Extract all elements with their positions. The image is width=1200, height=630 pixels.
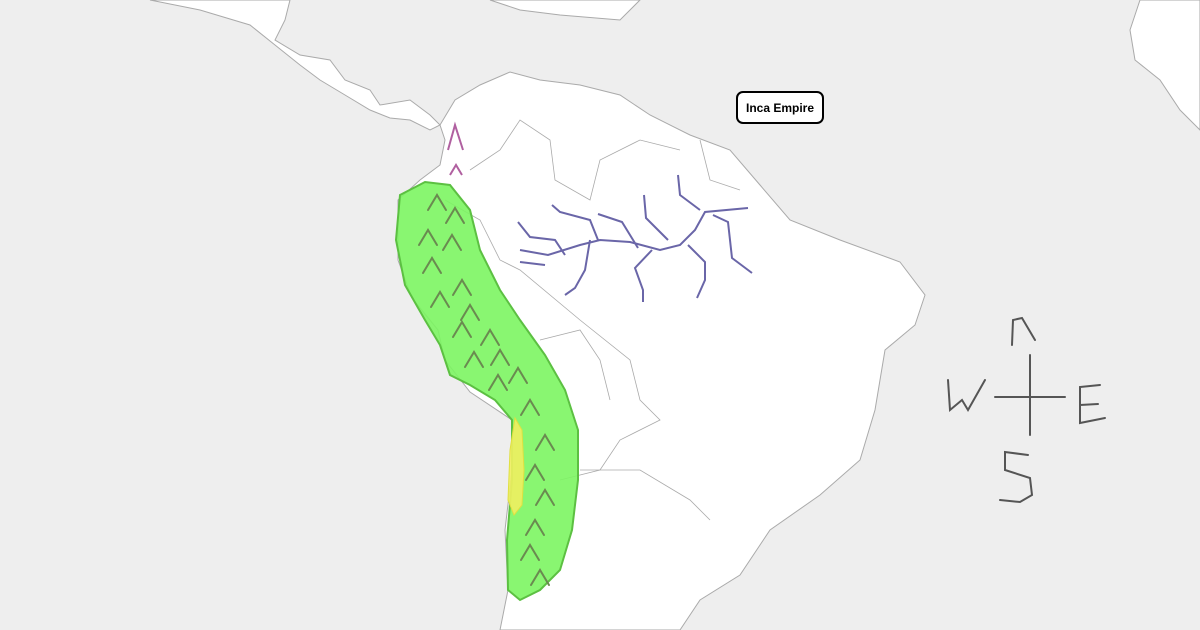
river-line	[517, 221, 566, 256]
river-line	[687, 244, 706, 299]
compass-e-glyph	[1079, 384, 1106, 425]
river-line	[519, 261, 546, 266]
mountain-icon	[422, 256, 442, 274]
northern-mountains	[447, 121, 464, 176]
mountain-icon	[535, 433, 555, 451]
rivers	[517, 174, 753, 302]
mountain-icon	[525, 518, 545, 536]
central-america	[149, 0, 441, 131]
inca-empire-region[interactable]	[394, 180, 579, 602]
mountain-icon	[525, 463, 545, 481]
river-line	[643, 194, 669, 241]
mountain-icon	[535, 488, 555, 506]
mountain-icon	[427, 193, 447, 211]
river-line	[712, 214, 753, 274]
mountain-icon	[418, 228, 438, 246]
mountain-icon	[490, 348, 510, 366]
mountain-icon	[430, 290, 450, 308]
mountain-icons	[418, 193, 555, 586]
inca-empire-label: Inca Empire	[736, 91, 824, 124]
caribbean-island	[1129, 0, 1200, 131]
river-line	[597, 213, 639, 249]
mountain-icon	[464, 350, 484, 368]
mountain-icon	[488, 373, 508, 391]
compass-s-glyph	[999, 450, 1034, 504]
highlight-region[interactable]	[507, 416, 525, 516]
mountain-icon	[442, 233, 462, 251]
river-line	[677, 174, 701, 211]
compass-n-glyph	[1011, 316, 1036, 346]
mountain-icon	[452, 278, 472, 296]
mountain-icon	[520, 543, 540, 561]
mountain-icon	[480, 328, 500, 346]
mountain-icon	[445, 206, 465, 224]
country-borders	[444, 119, 741, 521]
compass-w-glyph	[947, 379, 986, 413]
mountain-icon	[508, 366, 528, 384]
river-line	[564, 239, 591, 296]
mountain-icon	[520, 398, 540, 416]
mountain-icon	[447, 121, 464, 151]
river-line	[519, 207, 749, 257]
river-line	[633, 249, 653, 302]
mountain-icon	[460, 303, 480, 321]
mountain-icon	[530, 568, 550, 586]
land-masses	[149, 0, 1200, 630]
mountain-icon	[452, 320, 472, 338]
mountain-icon	[449, 163, 463, 176]
river-line	[551, 204, 599, 241]
compass-rose-icon	[947, 316, 1106, 504]
island-north	[489, 0, 641, 21]
compass-cross	[994, 354, 1066, 436]
